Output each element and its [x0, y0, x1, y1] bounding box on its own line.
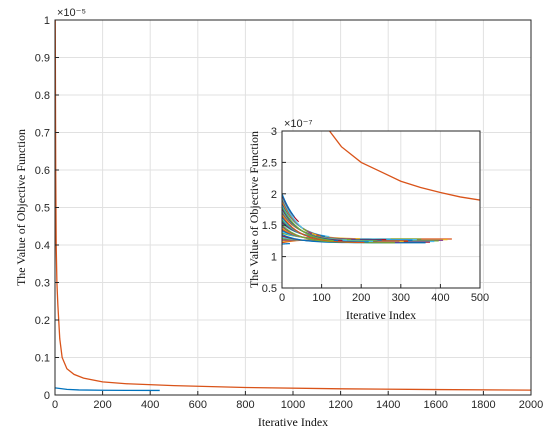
y-tick-label: 0.3 — [35, 278, 50, 290]
inset-chart: 0 100 200 300 400 500 0.5 1 1.5 2 2.5 3 ×10⁻⁷ Iter… — [247, 118, 489, 322]
x-tick-label: 200 — [352, 292, 370, 304]
main-exponent-label: ×10⁻⁵ — [57, 7, 86, 19]
bundle-series-line — [282, 215, 365, 244]
y-tick-label: 0.9 — [35, 53, 50, 65]
main-chart: 0 200 400 600 800 1000 1200 1400 1600 1800 2000 00… — [14, 7, 543, 429]
series-line — [55, 20, 531, 391]
y-tick-label: 3 — [271, 126, 277, 138]
x-tick-label: 0 — [279, 292, 285, 304]
x-tick-label: 600 — [189, 399, 207, 411]
series-line — [329, 131, 480, 201]
series-line — [55, 387, 160, 392]
y-tick-label: 0 — [44, 390, 50, 402]
x-tick-label: 200 — [93, 399, 111, 411]
inset-x-ticks: 0 100 200 300 400 500 — [279, 284, 489, 304]
bundle-series-line — [282, 196, 304, 230]
y-tick-label: 0.2 — [35, 315, 50, 327]
bundle-series-line — [282, 205, 334, 242]
inset-exponent-label: ×10⁻⁷ — [284, 118, 312, 130]
x-tick-label: 400 — [141, 399, 159, 411]
inset-axes-frame — [281, 130, 481, 289]
inset-series — [282, 131, 480, 245]
y-tick-label: 0.5 — [35, 203, 50, 215]
y-tick-label: 0.8 — [35, 90, 50, 102]
x-tick-label: 2000 — [519, 399, 543, 411]
y-tick-label: 0.5 — [262, 283, 277, 295]
bundle-series-line — [282, 193, 295, 218]
main-y-ticks: 0 0.1 0.2 0.3 0.4 0.5 0.6 0.7 0.8 0.9 1 — [35, 15, 59, 402]
y-tick-label: 0.6 — [35, 165, 50, 177]
main-x-axis-label: Iterative Index — [258, 415, 328, 429]
x-tick-label: 1800 — [471, 399, 495, 411]
y-tick-label: 1.5 — [262, 220, 277, 232]
x-tick-label: 400 — [431, 292, 449, 304]
x-tick-label: 300 — [392, 292, 410, 304]
x-tick-label: 800 — [236, 399, 254, 411]
x-tick-label: 500 — [471, 292, 489, 304]
x-tick-label: 0 — [52, 399, 58, 411]
x-tick-label: 1400 — [376, 399, 400, 411]
main-x-ticks: 0 200 400 600 800 1000 1200 1400 1600 1800 2000 — [52, 391, 543, 411]
y-tick-label: 0.4 — [35, 240, 50, 252]
inset-background — [282, 131, 480, 288]
x-tick-label: 1200 — [328, 399, 352, 411]
x-tick-label: 1600 — [424, 399, 448, 411]
y-tick-label: 2 — [271, 189, 277, 201]
inset-y-ticks: 0.5 1 1.5 2 2.5 3 — [262, 126, 286, 295]
y-tick-label: 1 — [44, 15, 50, 27]
main-y-axis-label: The Value of Objective Function — [14, 129, 28, 286]
inset-y-axis-label: The Value of Objective Function — [247, 131, 261, 288]
inset-x-axis-label: Iterative Index — [346, 308, 416, 322]
y-tick-label: 1 — [271, 252, 277, 264]
y-tick-label: 0.1 — [35, 353, 50, 365]
x-tick-label: 100 — [312, 292, 330, 304]
main-series — [55, 20, 531, 392]
x-tick-label: 1000 — [281, 399, 305, 411]
y-tick-label: 0.7 — [35, 128, 50, 140]
y-tick-label: 2.5 — [262, 157, 277, 169]
